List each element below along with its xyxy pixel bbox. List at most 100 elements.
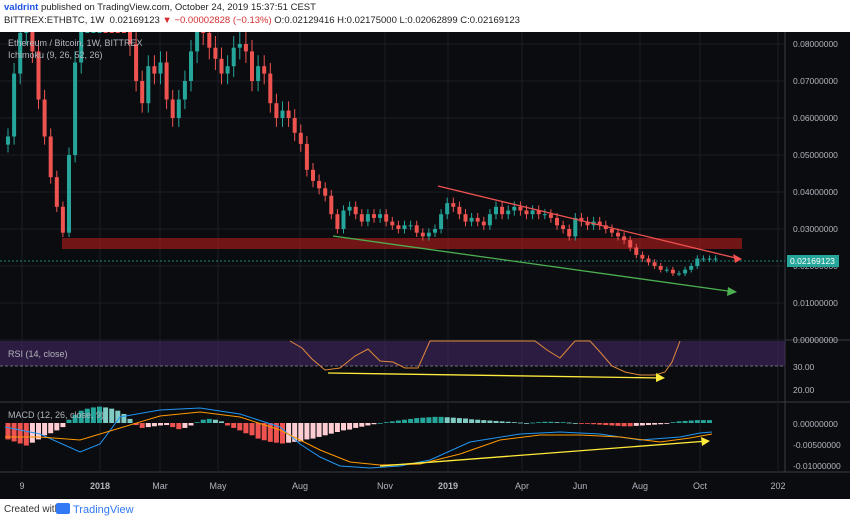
time-ticks: 9 2018 Mar May Aug Nov 2019 Apr Jun Aug Oct 202 [19,481,785,491]
candle-body [494,206,498,215]
macd-hist-bar [505,421,511,423]
candle-body [457,206,462,215]
author-link[interactable]: valdrint [4,2,39,13]
candle-body [60,206,65,233]
macd-hist-bar [5,423,11,440]
candle-body [524,210,529,215]
candle-body [439,214,444,229]
candle-body [561,225,566,229]
candle-body [195,32,200,52]
candle-body [433,229,437,233]
macd-hist-bar [103,407,109,423]
candle-body [573,217,578,237]
macd-hist-bar [188,423,194,426]
macd-hist-bar [554,422,560,423]
macd-hist-bar [273,423,279,443]
candle-body [140,81,145,104]
candle-body [548,214,553,218]
price-tick: 0.04000000 [793,187,838,197]
macd-hist-bar [298,423,304,442]
support-trendline [332,235,736,293]
macd-hist-bar [646,423,651,426]
tradingview-brand-text: TradingView [73,504,134,516]
candle-body [134,44,139,81]
macd-hist-bar [469,419,475,423]
price-tick: 0.05000000 [793,150,838,160]
tradingview-brand[interactable]: TradingView [56,503,134,516]
chart-footer: Created with TradingView [0,499,850,521]
candle-body [365,214,370,222]
macd-hist-bar [286,423,292,443]
macd-hist-bar [304,423,310,440]
candle-body [353,206,358,215]
macd-hist-bar [164,423,170,426]
macd-hist-bar [280,423,285,444]
time-tick: 2018 [90,481,110,491]
candle-body [597,221,602,226]
candle-body [231,47,236,67]
symbol-line: BITTREX:ETHBTC, 1W 0.02169123 ▼ −0.00002… [4,15,520,26]
tradingview-logo-icon [56,503,70,514]
macd-hist-bar [158,423,163,426]
candle-body [12,73,17,137]
candle-body [390,221,395,226]
rsi-divergence-arrowhead [656,373,665,382]
candle-body [701,258,706,260]
macd-hist-bar [292,423,298,442]
macd-hist-bar [353,423,359,428]
macd-hist-bar [341,423,346,431]
macd-hist-bar [243,423,249,434]
macd-hist-bar [60,423,66,428]
candle-body [463,214,468,222]
candle-body [30,32,35,52]
macd-hist-bar [11,423,17,442]
price-tick: 0.00000000 [793,335,838,345]
time-tick: 202 [770,481,785,491]
rsi-divergence-line [327,372,664,379]
macd-hist-bar [658,423,664,425]
macd-hist-bar [72,414,78,423]
macd-hist-bar [151,423,157,427]
macd-hist-bar [517,422,523,424]
candle-body [469,217,474,222]
candle-body [189,51,193,81]
candle-body [658,266,663,270]
macd-hist-bar [438,416,444,423]
price-tick: 0.07000000 [793,76,838,86]
candle-body [408,225,413,227]
macd-hist-bar [670,422,676,423]
candle-body [713,258,718,260]
macd-hist-bar [23,423,29,446]
publish-line: valdrint published on TradingView.com, O… [4,2,316,13]
macd-hist-bar [334,423,340,433]
last-price-badge-text: 0.02169123 [790,256,835,266]
chart-area[interactable]: Ethereum / Bitcoin, 1W, BITTREX Ichimoku… [0,0,850,499]
macd-hist-bar [639,423,645,426]
price-tick: 0.03000000 [793,224,838,234]
candle-body [109,32,114,33]
candle-body [481,221,486,226]
chart-svg: Ethereum / Bitcoin, 1W, BITTREX Ichimoku… [0,0,850,491]
time-tick: Mar [152,481,168,491]
candle-body [567,229,572,237]
candle-body [268,73,273,104]
symbol-label: BITTREX:ETHBTC, 1W [4,15,105,26]
resistance-arrowhead [733,254,742,263]
candle-body [640,254,645,259]
candle-body [378,214,383,218]
macd-hist-bar [402,419,407,423]
candle-body [97,32,102,33]
macd-hist-bar [212,419,218,423]
macd-hist-bar [542,421,548,423]
macd-signal-line [5,411,713,466]
candle-body [518,206,523,211]
macd-hist-bar [444,417,450,423]
time-tick: Nov [377,481,394,491]
macd-hist-bar [621,423,627,427]
candle-body [36,51,41,100]
candle-body [292,118,297,133]
macd-hist-bar [48,423,54,434]
candle-body [54,177,59,207]
candle-body [585,221,590,226]
candle-body [48,136,53,178]
